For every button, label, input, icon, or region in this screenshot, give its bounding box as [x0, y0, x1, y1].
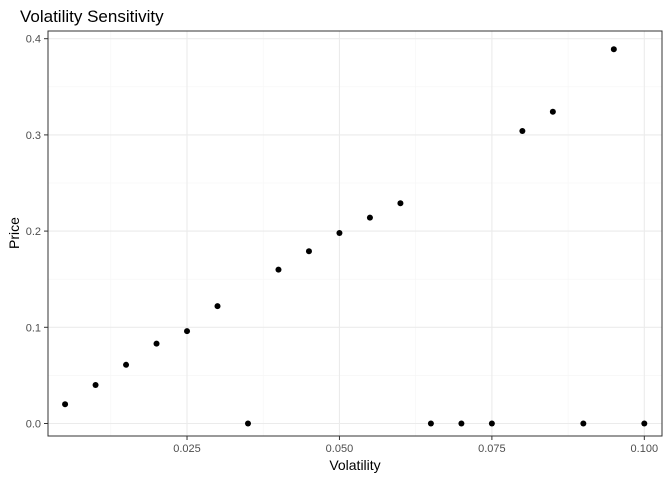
x-axis-label: Volatility: [329, 457, 380, 473]
y-tick-label: 0.2: [26, 226, 41, 238]
plot-panel-border: [47, 30, 663, 437]
data-points: [62, 46, 648, 427]
data-point: [214, 303, 221, 310]
x-tick-label: 0.025: [173, 443, 201, 455]
data-point: [336, 230, 343, 237]
data-point: [244, 420, 251, 427]
data-point: [123, 361, 130, 368]
data-point: [92, 382, 99, 389]
data-point: [519, 128, 526, 135]
data-point: [184, 328, 191, 335]
data-point: [275, 266, 282, 273]
data-point: [488, 420, 495, 427]
y-tick-label: 0.3: [26, 130, 41, 142]
data-point: [397, 200, 404, 207]
data-point: [366, 214, 373, 221]
chart-title: Volatility Sensitivity: [20, 7, 164, 26]
grid-minor: [48, 31, 662, 436]
x-tick-label: 0.050: [326, 443, 354, 455]
data-point: [610, 46, 617, 53]
data-point: [458, 420, 465, 427]
data-point: [153, 340, 160, 347]
data-point: [427, 420, 434, 427]
y-axis-label: Price: [6, 217, 22, 249]
data-point: [305, 248, 312, 255]
grid-major: [48, 31, 662, 436]
y-tick-label: 0.1: [26, 322, 41, 334]
data-point: [580, 420, 587, 427]
y-tick-label: 0.4: [26, 34, 41, 46]
data-point: [549, 108, 556, 115]
y-tick-label: 0.0: [26, 418, 41, 430]
y-axis-ticks: 0.0 0.1 0.2 0.3 0.4: [26, 34, 48, 430]
data-point: [62, 401, 69, 408]
x-tick-label: 0.100: [631, 443, 659, 455]
data-point: [641, 420, 648, 427]
x-tick-label: 0.075: [478, 443, 506, 455]
x-axis-ticks: 0.025 0.050 0.075 0.100: [173, 436, 658, 455]
